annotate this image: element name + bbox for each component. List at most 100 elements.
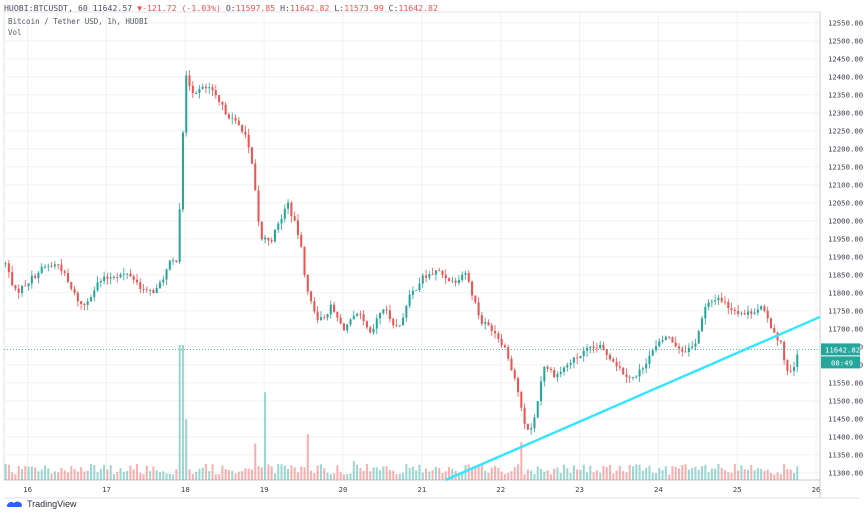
candle[interactable] [773, 324, 776, 333]
candle[interactable] [753, 308, 756, 315]
candle[interactable] [165, 268, 168, 286]
candle[interactable] [431, 267, 434, 275]
candle[interactable] [668, 336, 671, 340]
candle[interactable] [17, 284, 20, 299]
candle[interactable] [530, 423, 533, 435]
candle[interactable] [664, 335, 667, 341]
candle[interactable] [783, 340, 786, 365]
candle[interactable] [526, 423, 529, 431]
candle[interactable] [339, 313, 342, 325]
candle[interactable] [24, 279, 27, 287]
candle[interactable] [448, 276, 451, 282]
candle[interactable] [172, 257, 175, 266]
candle[interactable] [201, 83, 204, 90]
candle[interactable] [392, 317, 395, 329]
candle[interactable] [135, 273, 138, 286]
candle[interactable] [710, 299, 713, 308]
candle[interactable] [273, 229, 276, 243]
candle[interactable] [628, 374, 631, 383]
candle[interactable] [730, 302, 733, 315]
candle[interactable] [158, 279, 161, 290]
candle[interactable] [743, 309, 746, 315]
candle[interactable] [418, 277, 421, 292]
candle[interactable] [746, 305, 750, 320]
candle[interactable] [63, 269, 66, 277]
candle[interactable] [635, 375, 638, 379]
candle[interactable] [408, 290, 411, 309]
candle[interactable] [625, 368, 628, 383]
candle[interactable] [149, 288, 152, 296]
candle[interactable] [707, 299, 710, 310]
candle[interactable] [415, 289, 418, 291]
candle[interactable] [750, 308, 753, 319]
candle[interactable] [494, 325, 497, 339]
candle[interactable] [677, 343, 681, 354]
candle[interactable] [523, 403, 526, 430]
candle[interactable] [589, 345, 592, 354]
candle[interactable] [444, 269, 447, 285]
candle[interactable] [349, 318, 352, 327]
candle[interactable] [638, 363, 641, 382]
candle[interactable] [766, 306, 769, 323]
candle[interactable] [129, 269, 132, 278]
candle[interactable] [441, 269, 444, 278]
candle[interactable] [234, 114, 237, 124]
candle[interactable] [283, 204, 286, 223]
candle[interactable] [609, 352, 612, 362]
candle[interactable] [733, 306, 736, 315]
candle[interactable] [218, 94, 221, 106]
candle[interactable] [654, 340, 658, 353]
candle[interactable] [411, 286, 414, 300]
candle[interactable] [769, 317, 773, 330]
candle[interactable] [257, 185, 260, 227]
candle[interactable] [434, 270, 437, 281]
candle[interactable] [99, 278, 102, 288]
candle[interactable] [103, 271, 106, 285]
candle[interactable] [612, 357, 615, 363]
candle[interactable] [208, 82, 211, 94]
candle[interactable] [671, 336, 674, 343]
symbol-text[interactable]: HUOBI:BTCUSDT, 60 [4, 3, 88, 13]
candle[interactable] [471, 280, 474, 301]
candle[interactable] [247, 128, 250, 154]
candle[interactable] [319, 311, 322, 322]
candle[interactable] [792, 361, 796, 377]
candle[interactable] [329, 300, 332, 319]
candle[interactable] [175, 260, 178, 263]
candle[interactable] [586, 344, 589, 357]
candle[interactable] [402, 312, 405, 327]
candle[interactable] [181, 130, 184, 213]
candle[interactable] [641, 366, 644, 375]
candle[interactable] [631, 376, 635, 381]
candle[interactable] [559, 366, 562, 378]
plot-area[interactable] [3, 11, 821, 481]
candle[interactable] [457, 275, 460, 286]
candle[interactable] [520, 390, 523, 412]
candle[interactable] [763, 304, 766, 313]
candle[interactable] [727, 298, 730, 315]
candle[interactable] [112, 275, 116, 280]
candle[interactable] [737, 304, 740, 317]
candle[interactable] [388, 304, 391, 323]
candle[interactable] [224, 101, 227, 116]
candle[interactable] [674, 336, 677, 348]
candle[interactable] [517, 376, 520, 397]
candle[interactable] [277, 221, 280, 234]
candle[interactable] [34, 273, 37, 280]
candle[interactable] [513, 367, 516, 381]
candle[interactable] [204, 83, 207, 94]
candle[interactable] [254, 159, 257, 191]
candle[interactable] [681, 346, 684, 357]
candle[interactable] [214, 84, 217, 99]
candle[interactable] [116, 272, 119, 283]
candle[interactable] [50, 262, 53, 268]
candle[interactable] [500, 333, 503, 349]
candle[interactable] [126, 272, 129, 280]
candle[interactable] [645, 358, 648, 374]
candle[interactable] [11, 265, 14, 287]
candle[interactable] [540, 376, 543, 406]
candle[interactable] [503, 343, 506, 349]
candle[interactable] [109, 272, 112, 285]
candle[interactable] [145, 286, 148, 293]
